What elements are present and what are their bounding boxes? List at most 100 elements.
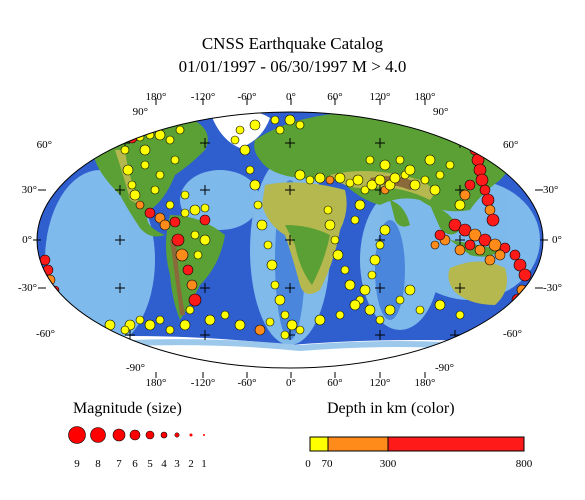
earthquake-marker <box>464 179 476 191</box>
earthquake-marker <box>204 314 216 326</box>
earthquake-marker <box>286 319 298 331</box>
earthquake-marker <box>95 145 105 155</box>
left-lat-label: 90° <box>133 106 148 118</box>
right-lat-label: 60° <box>503 139 518 151</box>
earthquake-marker <box>245 165 255 175</box>
earthquake-marker <box>367 270 377 280</box>
earthquake-marker <box>55 295 65 305</box>
earthquake-marker <box>305 175 315 185</box>
top-lon-label: 60° <box>327 91 342 103</box>
magnitude-symbol <box>112 428 126 442</box>
magnitude-label: 2 <box>188 458 194 470</box>
magnitude-label: 1 <box>201 458 207 470</box>
earthquake-marker <box>220 310 230 320</box>
earthquake-marker <box>409 179 421 191</box>
earthquake-marker <box>235 125 245 135</box>
earthquake-marker <box>150 185 160 195</box>
earthquake-marker <box>284 114 296 126</box>
earthquake-marker <box>185 305 195 315</box>
earthquake-marker <box>144 207 156 219</box>
earthquake-marker <box>429 184 441 196</box>
earthquake-marker <box>484 254 496 266</box>
earthquake-marker <box>135 200 145 210</box>
earthquake-marker <box>294 169 306 181</box>
earthquake-marker <box>180 208 190 218</box>
earthquake-marker <box>175 248 189 262</box>
earthquake-marker <box>324 219 336 231</box>
earthquake-marker <box>182 264 194 276</box>
earthquake-marker <box>127 180 137 190</box>
earthquake-marker <box>369 254 381 266</box>
earthquake-marker <box>199 214 211 226</box>
right-lat-label: 30° <box>543 184 558 196</box>
depth-band-intermediate <box>327 436 389 452</box>
earthquake-marker <box>170 155 180 165</box>
earthquake-marker <box>434 299 446 311</box>
earthquake-marker <box>165 200 175 210</box>
australia <box>448 261 508 305</box>
earthquake-marker <box>171 233 185 247</box>
earthquake-marker <box>330 235 340 245</box>
earthquake-marker <box>129 189 141 201</box>
magnitude-symbol <box>174 432 180 438</box>
magnitude-symbol <box>68 426 86 444</box>
earthquake-marker <box>352 174 364 186</box>
earthquake-marker <box>169 216 181 228</box>
left-lat-label: 30° <box>22 184 37 196</box>
bottom-lon-label: -60° <box>237 377 256 389</box>
earthquake-marker <box>274 294 286 306</box>
map-body <box>37 112 543 368</box>
earthquake-marker <box>249 119 261 131</box>
earthquake-marker <box>459 189 471 201</box>
earthquake-marker <box>420 175 430 185</box>
top-lon-label: 180° <box>415 91 436 103</box>
right-lat-label: -90° <box>435 362 454 374</box>
earthquake-marker <box>200 203 210 213</box>
earthquake-marker <box>518 268 532 282</box>
earthquake-marker <box>430 240 440 250</box>
earthquake-marker <box>140 160 150 170</box>
earthquake-marker <box>139 144 151 156</box>
left-lat-label: -60° <box>36 328 55 340</box>
earthquake-marker <box>404 164 416 176</box>
earthquake-marker <box>375 240 385 250</box>
right-lat-label: -60° <box>503 328 522 340</box>
depth-label: 0 <box>305 458 311 470</box>
depth-legend-title: Depth in km (color) <box>327 400 455 417</box>
depth-label: 300 <box>380 458 397 470</box>
earthquake-marker <box>135 315 145 325</box>
earthquake-marker <box>389 172 401 184</box>
earthquake-marker <box>159 219 171 231</box>
earthquake-marker <box>435 170 445 180</box>
earthquake-marker <box>488 238 502 252</box>
depth-legend: 0 70 300 800 <box>305 436 533 470</box>
earthquake-marker <box>366 179 378 191</box>
earthquake-marker <box>448 218 462 232</box>
top-longitude-axis: 180° -120° -60° 0° 60° 120° 180° <box>146 91 436 105</box>
earthquake-marker <box>254 324 266 336</box>
earthquake-marker <box>349 299 361 311</box>
earthquake-marker <box>270 115 280 125</box>
magnitude-symbol <box>189 433 193 437</box>
earthquake-marker <box>454 199 466 211</box>
earthquake-marker <box>253 200 263 210</box>
earthquake-marker <box>350 215 360 225</box>
earthquake-marker <box>334 172 346 184</box>
magnitude-symbol <box>160 431 168 439</box>
bottom-lon-label: 120° <box>370 377 391 389</box>
map-title-line2: 01/01/1997 - 06/30/1997 M > 4.0 <box>178 57 407 76</box>
magnitude-label: 5 <box>147 458 153 470</box>
earthquake-marker <box>509 249 521 261</box>
earthquake-marker <box>199 234 211 246</box>
right-latitude-axis: 90° 60° 30° 0° -30° -60° -90° <box>433 106 562 374</box>
earthquake-marker <box>481 193 495 207</box>
earthquake-marker <box>445 160 455 170</box>
left-lat-label: 60° <box>37 139 52 151</box>
magnitude-label: 7 <box>116 458 122 470</box>
bottom-lon-label: 0° <box>286 377 296 389</box>
depth-label: 800 <box>516 458 533 470</box>
earthquake-marker <box>468 228 482 242</box>
earthquake-marker <box>266 259 278 271</box>
earthquake-marker <box>379 224 391 236</box>
